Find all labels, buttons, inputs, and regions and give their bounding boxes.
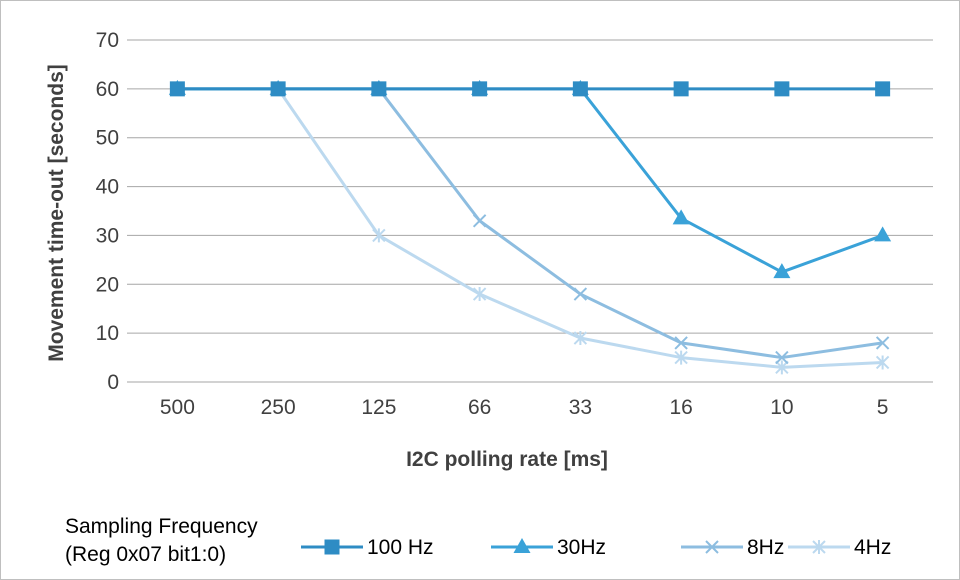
legend-title-line2: (Reg 0x07 bit1:0) <box>65 543 226 566</box>
y-tick-labels: 0 10 20 30 40 50 60 70 <box>96 29 119 394</box>
x-tick-labels: 500 250 125 66 33 16 10 5 <box>160 396 889 419</box>
legend-item: 4Hz <box>788 536 891 559</box>
gridlines <box>127 39 933 383</box>
x-tick-label: 125 <box>361 396 396 419</box>
legend-swatch-marker <box>705 540 719 554</box>
data-point <box>874 226 892 242</box>
series-2 <box>170 82 890 365</box>
series-lines <box>168 79 892 375</box>
data-point <box>472 214 487 228</box>
legend-label: 4Hz <box>854 536 891 559</box>
data-point <box>875 355 890 370</box>
data-point <box>672 209 690 225</box>
data-point <box>773 263 791 279</box>
x-axis-title: I2C polling rate [ms] <box>406 448 608 471</box>
y-tick-label: 50 <box>96 127 119 150</box>
series-0 <box>169 81 891 97</box>
data-point <box>775 350 789 365</box>
x-tick-label: 16 <box>669 396 692 419</box>
x-tick-label: 33 <box>569 396 592 419</box>
data-point <box>472 81 488 97</box>
x-tick-label: 250 <box>261 396 296 419</box>
data-point <box>472 287 487 302</box>
data-point <box>372 228 386 243</box>
legend-items: 100 Hz 30Hz 8Hz 4Hz <box>301 536 891 559</box>
legend-swatch-marker <box>513 538 531 553</box>
y-axis-title: Movement time-out [seconds] <box>45 64 68 362</box>
x-tick-label: 66 <box>468 396 491 419</box>
y-tick-label: 20 <box>96 273 119 296</box>
data-point <box>573 287 588 301</box>
y-tick-label: 60 <box>96 78 119 101</box>
y-tick-label: 10 <box>96 322 119 345</box>
data-point <box>875 81 891 97</box>
y-tick-label: 0 <box>107 371 119 394</box>
legend-item: 100 Hz <box>301 536 434 559</box>
legend-label: 8Hz <box>747 536 784 559</box>
data-point <box>371 81 387 97</box>
data-point <box>674 350 688 365</box>
series-1 <box>168 79 892 279</box>
series-line <box>177 87 884 274</box>
y-tick-label: 40 <box>96 176 119 199</box>
legend-item: 8Hz <box>681 536 784 559</box>
data-point <box>573 331 588 346</box>
data-point <box>674 336 688 350</box>
data-point <box>775 360 789 375</box>
x-tick-label: 5 <box>877 396 889 419</box>
legend-swatch-marker <box>324 539 340 555</box>
legend-item: 30Hz <box>491 536 606 559</box>
legend-label: 100 Hz <box>367 536 434 559</box>
legend-swatch-marker <box>812 540 826 554</box>
x-tick-label: 500 <box>160 396 195 419</box>
y-tick-label: 30 <box>96 224 119 247</box>
data-point <box>774 81 790 97</box>
data-point <box>875 336 890 350</box>
data-point <box>169 81 185 97</box>
data-point <box>270 81 286 97</box>
series-3 <box>170 81 890 375</box>
legend: Sampling Frequency (Reg 0x07 bit1:0) 100… <box>65 515 891 566</box>
data-point <box>673 81 689 97</box>
y-tick-label: 70 <box>96 29 119 52</box>
data-point <box>572 81 588 97</box>
series-line <box>177 87 883 369</box>
x-tick-label: 10 <box>770 396 793 419</box>
legend-label: 30Hz <box>557 536 606 559</box>
legend-title-line1: Sampling Frequency <box>65 515 258 538</box>
